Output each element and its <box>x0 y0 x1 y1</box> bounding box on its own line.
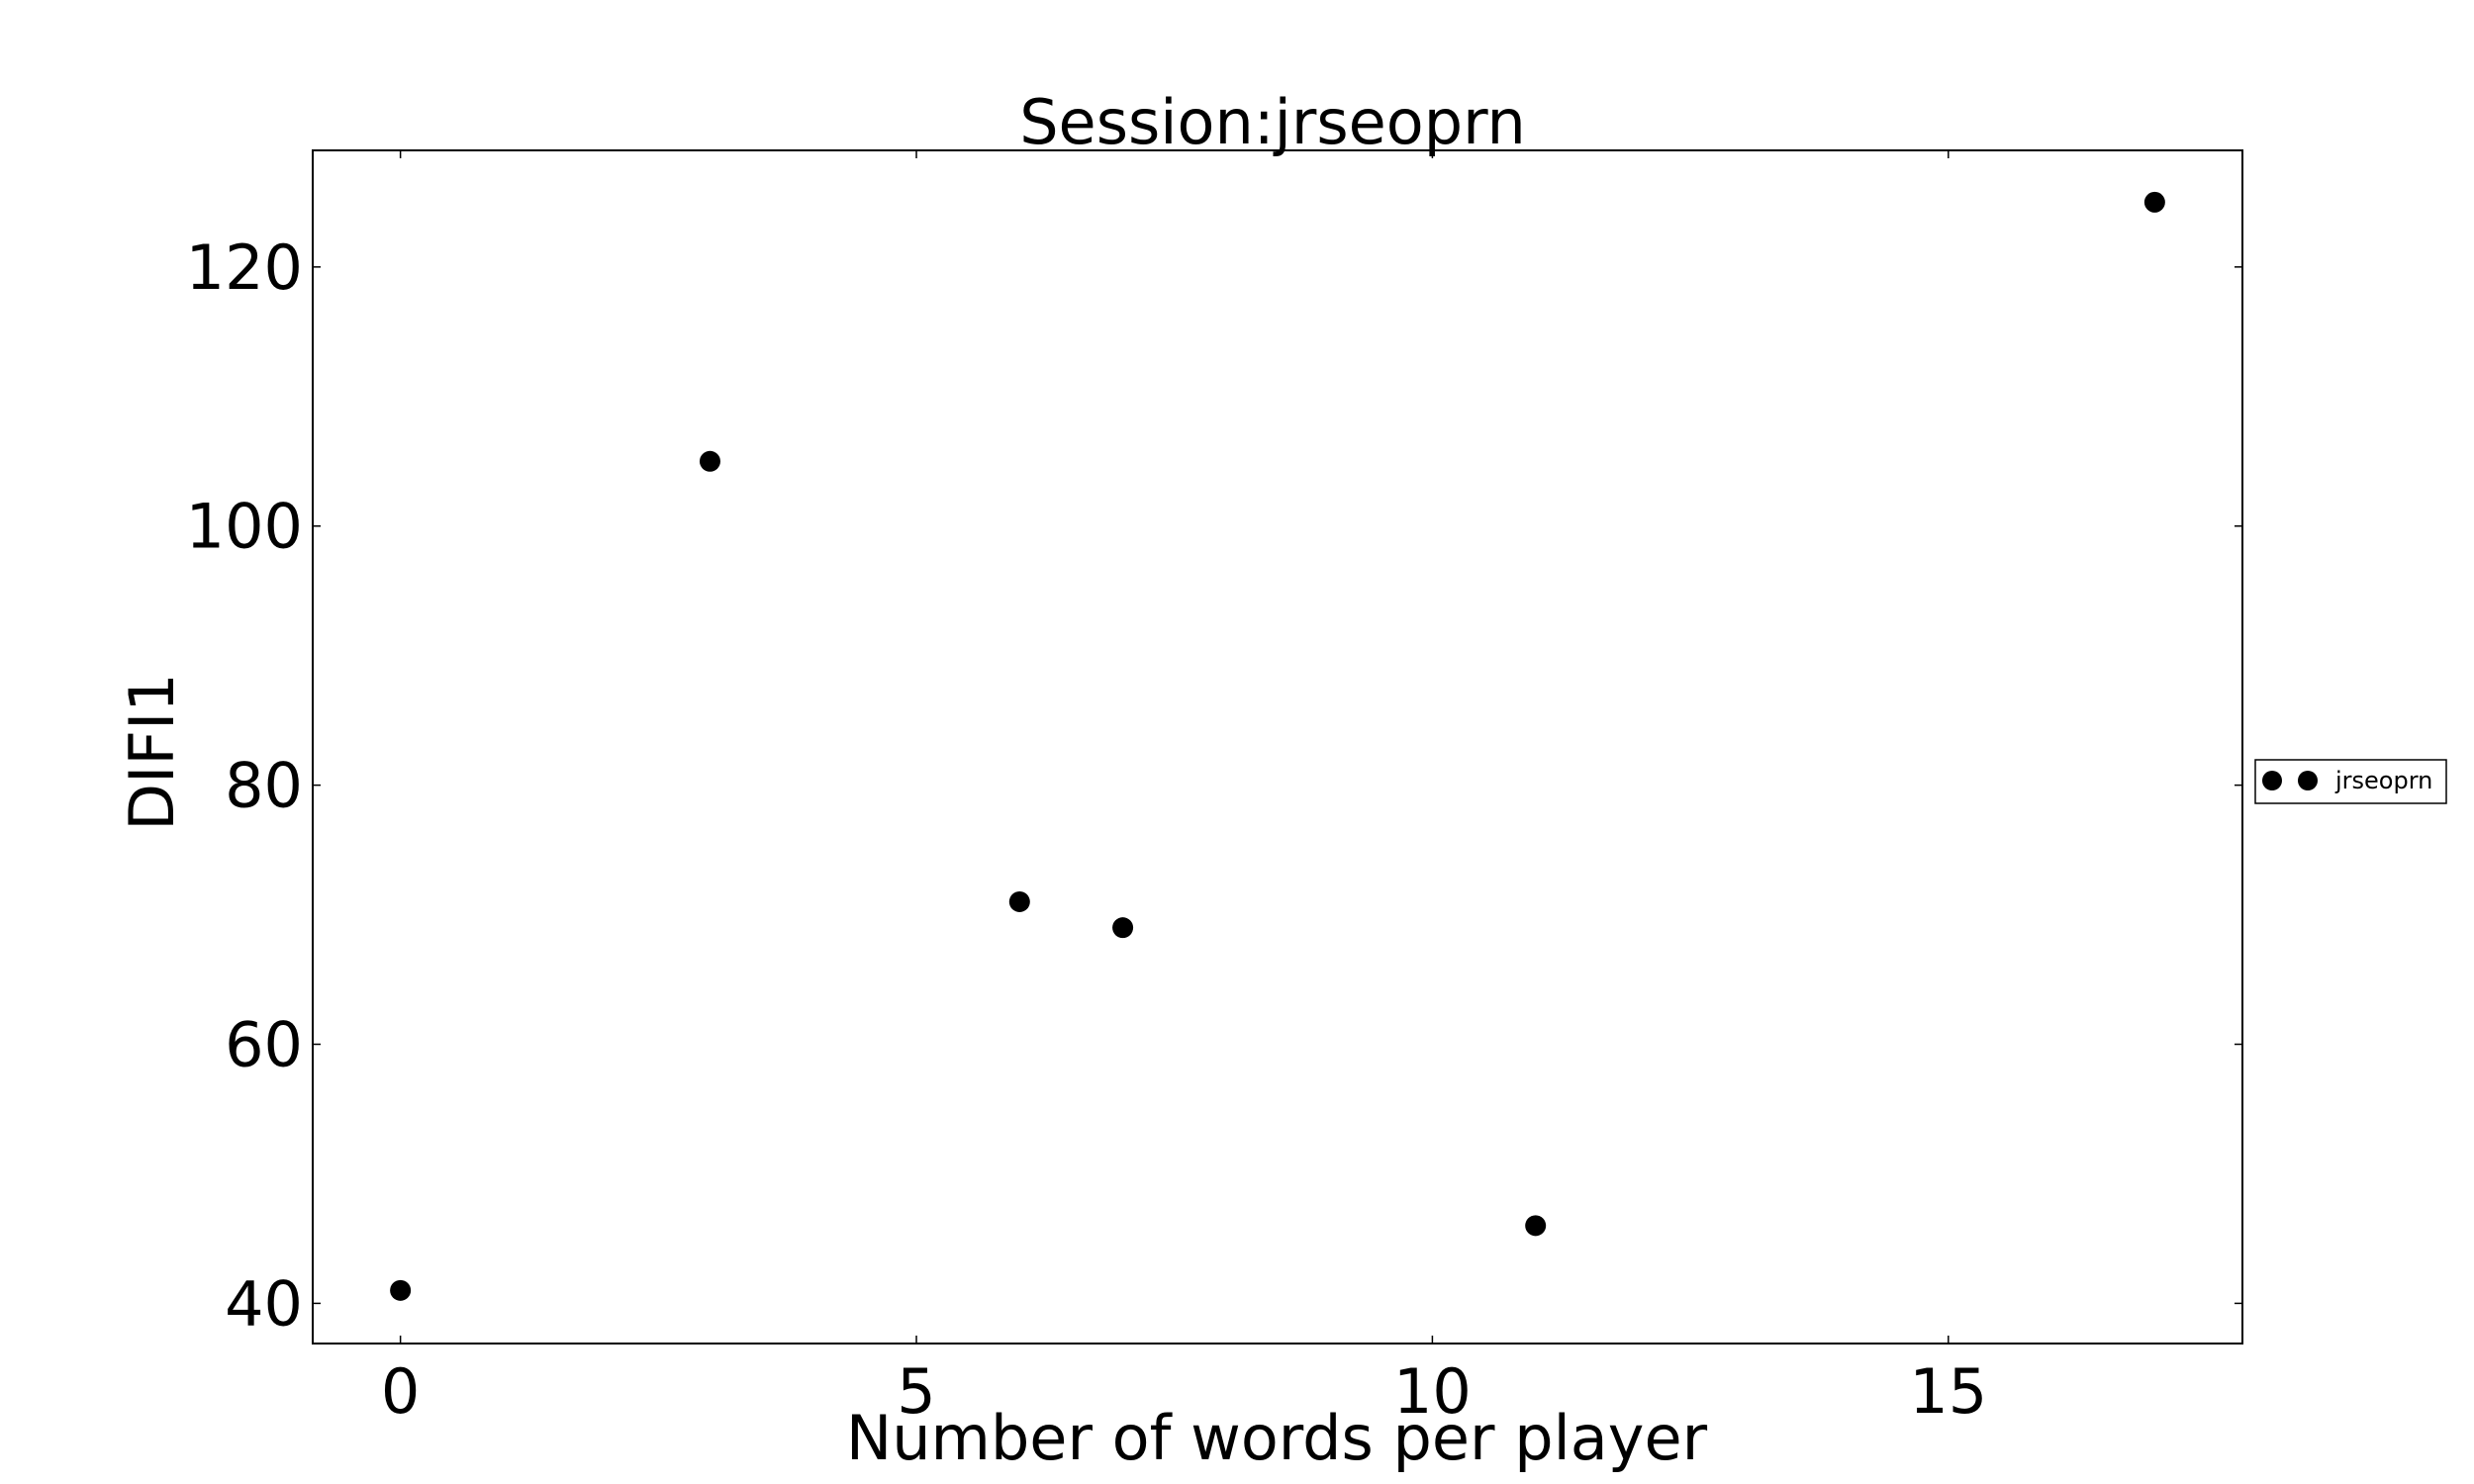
data-point <box>1525 1215 1547 1237</box>
y-tick-label: 120 <box>186 232 303 304</box>
y-tick-label: 40 <box>225 1267 303 1340</box>
data-point <box>699 450 720 472</box>
y-axis-label: DIFI1 <box>116 673 188 830</box>
legend-box <box>2254 759 2447 804</box>
y-axis: 40 60 80 100 120 <box>186 232 2242 1340</box>
legend-label: jrseoprn <box>2334 767 2432 794</box>
data-point <box>390 1279 412 1301</box>
plot-area <box>312 149 2243 1345</box>
x-tick-label: 10 <box>1393 1355 1472 1428</box>
x-axis: 0 5 10 15 <box>381 150 1987 1428</box>
data-point <box>1008 890 1030 912</box>
y-tick-label: 100 <box>186 491 303 563</box>
x-tick-label: 15 <box>1909 1355 1987 1428</box>
legend-marker <box>2298 771 2318 790</box>
data-points <box>390 191 2165 1301</box>
x-tick-label: 0 <box>381 1355 420 1428</box>
y-tick-label: 80 <box>225 750 303 822</box>
x-axis-label: Number of words per player <box>846 1402 1708 1474</box>
data-point <box>2143 191 2165 213</box>
data-point <box>1112 917 1134 939</box>
y-tick-label: 60 <box>225 1009 303 1081</box>
x-tick-label: 5 <box>897 1355 935 1428</box>
legend-marker <box>2262 771 2282 790</box>
chart-title: Session:jrseoprn <box>1019 86 1526 158</box>
legend: jrseoprn <box>2254 759 2447 804</box>
